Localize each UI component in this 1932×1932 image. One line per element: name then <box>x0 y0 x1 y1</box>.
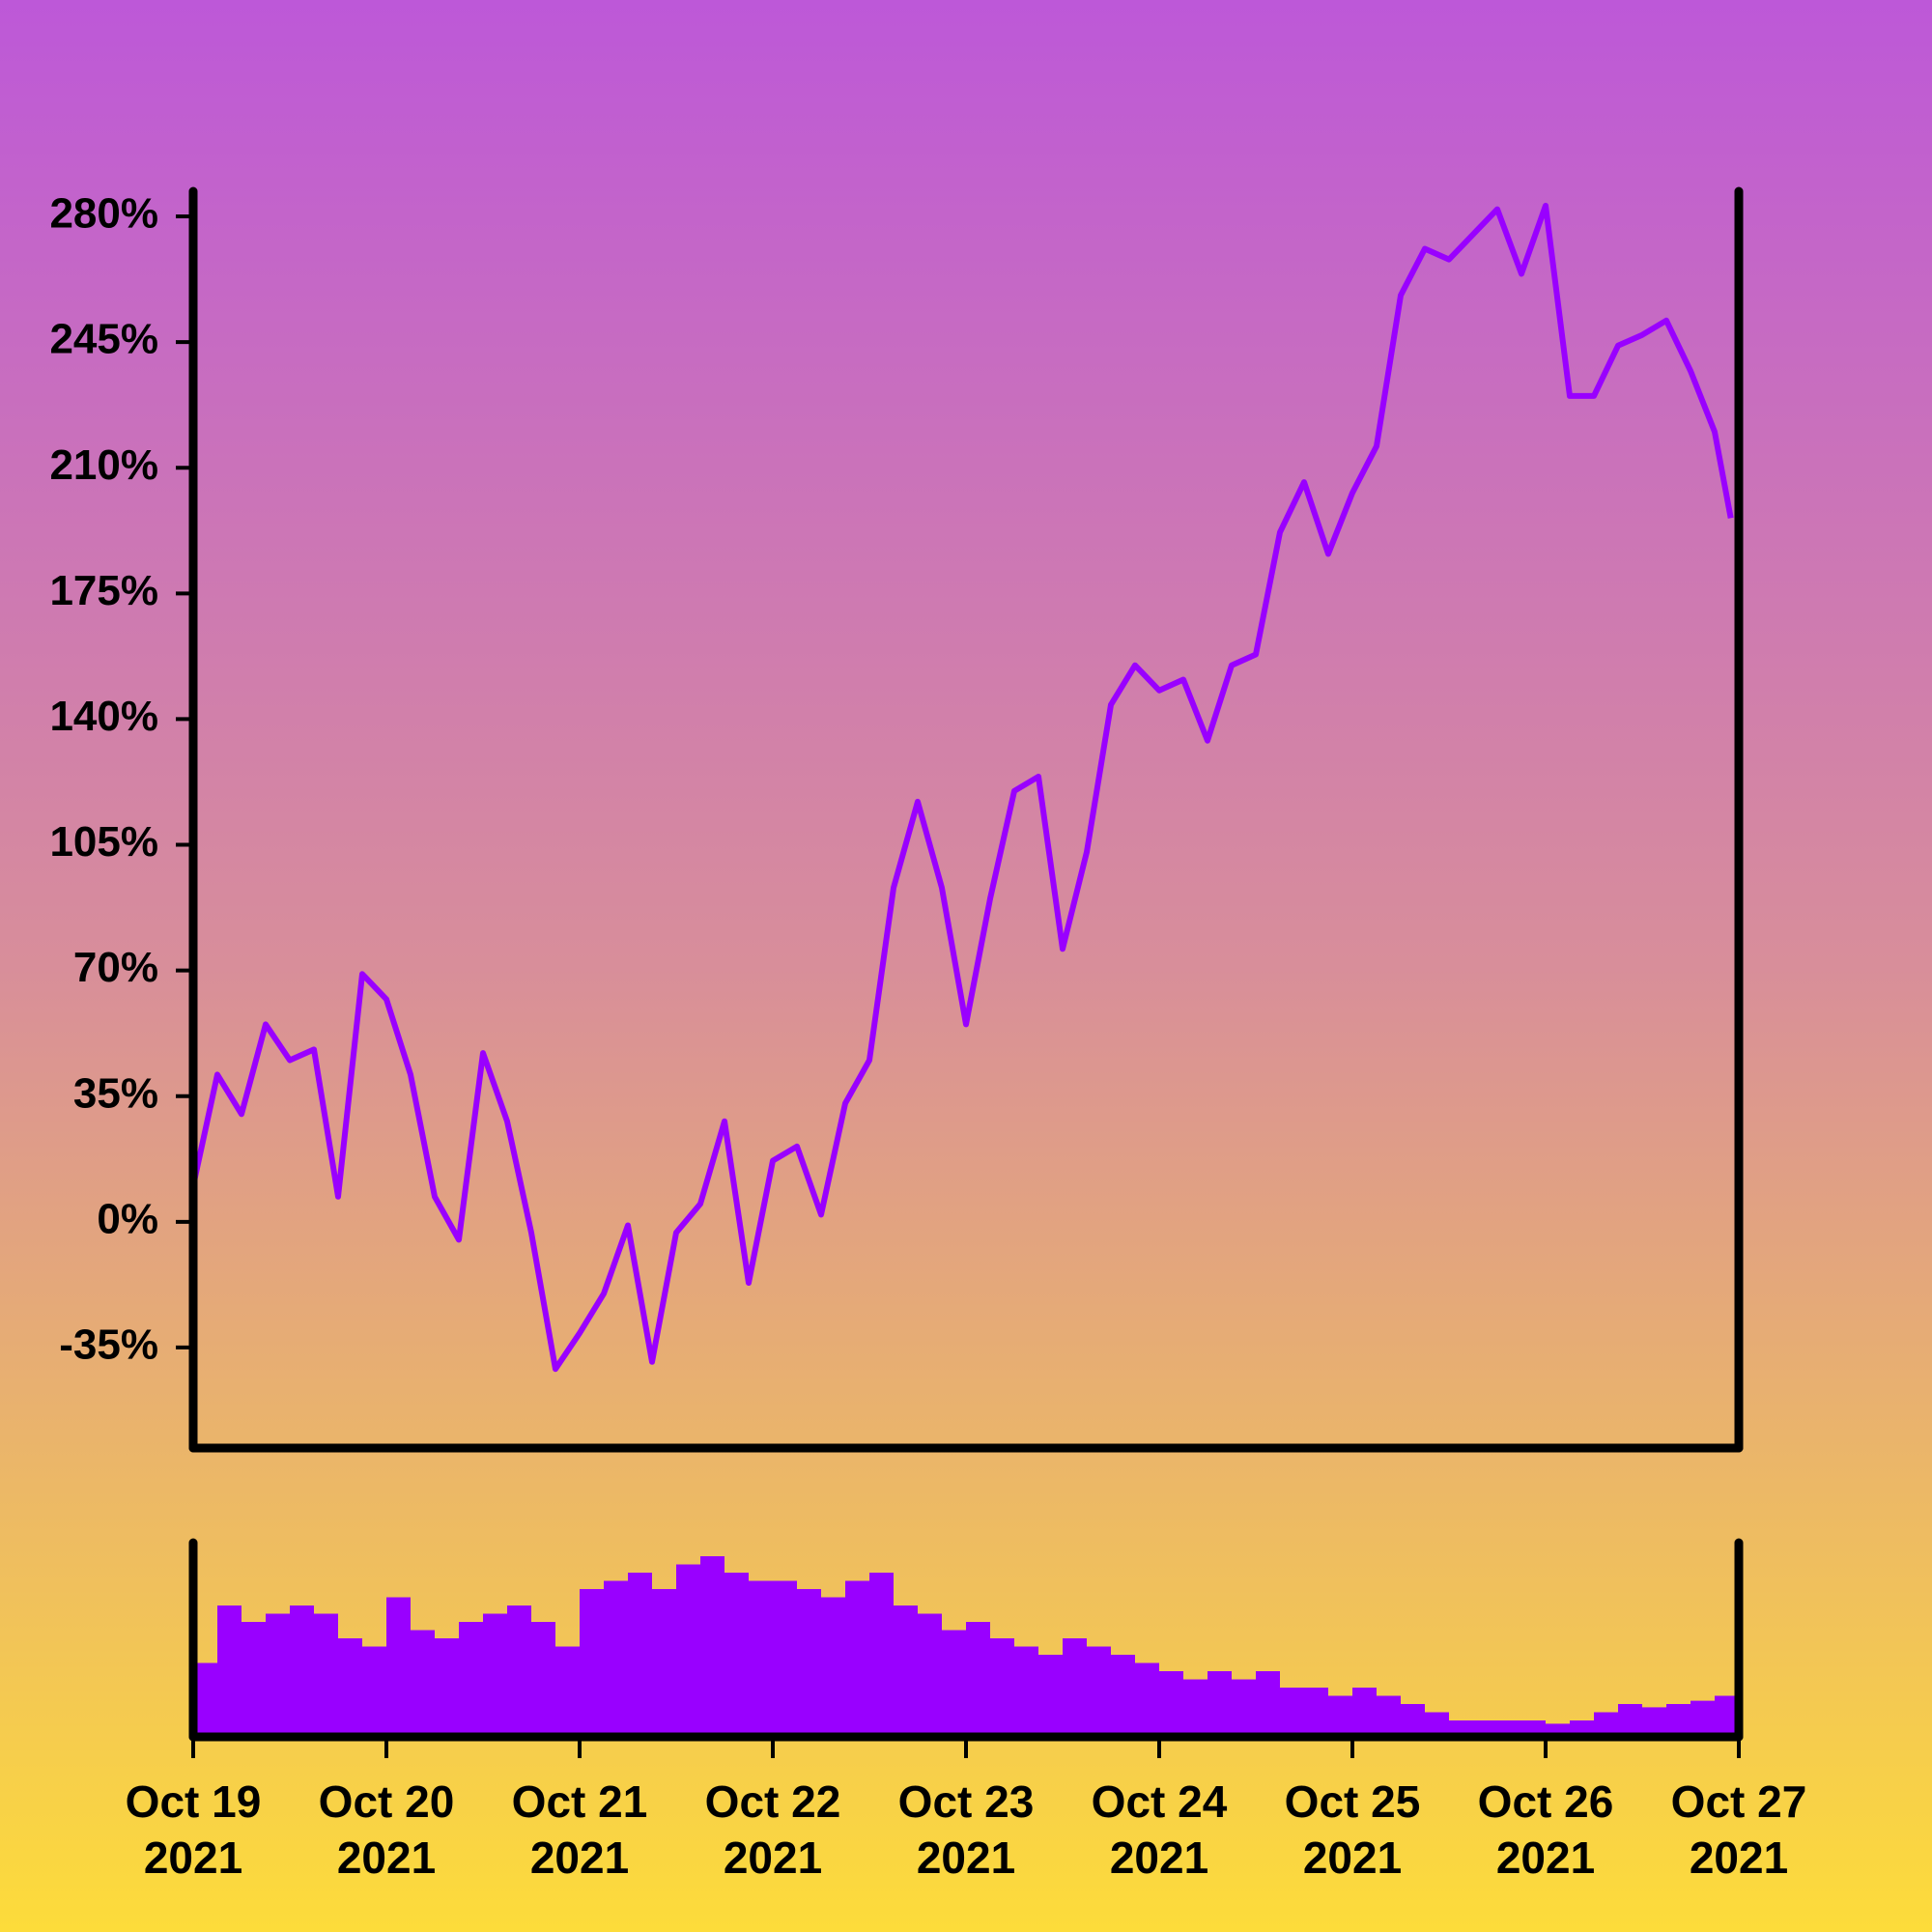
volume-bar <box>1377 1695 1401 1737</box>
volume-bar <box>845 1580 869 1737</box>
y-tick-label: 140% <box>49 693 158 740</box>
y-tick-label: 35% <box>73 1069 158 1117</box>
volume-bar <box>1280 1688 1304 1737</box>
x-tick-label: Oct 22 2021 <box>704 1776 841 1883</box>
volume-bar <box>1352 1688 1377 1737</box>
volume-bar <box>1087 1646 1111 1737</box>
volume-bar <box>1618 1704 1642 1737</box>
volume-bar <box>1256 1671 1280 1737</box>
volume-bar <box>652 1589 676 1737</box>
y-tick-label: 210% <box>49 441 158 489</box>
volume-bar <box>1232 1679 1256 1737</box>
x-tick-label: Oct 21 2021 <box>511 1776 648 1883</box>
volume-bar <box>362 1646 386 1737</box>
x-tick-label: Oct 20 2021 <box>318 1776 455 1883</box>
volume-bar <box>1063 1638 1087 1737</box>
volume-bar <box>1014 1646 1038 1737</box>
x-tick-label: Oct 23 2021 <box>897 1776 1035 1883</box>
volume-bar <box>918 1613 942 1737</box>
x-tick-label: Oct 24 2021 <box>1091 1776 1228 1883</box>
volume-bar <box>942 1630 966 1737</box>
volume-bar <box>797 1589 821 1737</box>
volume-bar <box>580 1589 604 1737</box>
volume-bar <box>628 1573 652 1737</box>
volume-bar <box>1208 1671 1232 1737</box>
x-tick-label: Oct 25 2021 <box>1284 1776 1421 1883</box>
volume-bar <box>217 1605 242 1737</box>
volume-bar <box>1666 1704 1690 1737</box>
volume-bar <box>1159 1671 1183 1737</box>
volume-bar <box>531 1622 555 1737</box>
volume-bar <box>749 1580 773 1737</box>
volume-bar <box>1642 1707 1666 1737</box>
volume-bar <box>773 1580 797 1737</box>
volume-bar <box>411 1630 435 1737</box>
volume-bar <box>314 1613 338 1737</box>
y-tick-label: 70% <box>73 944 158 991</box>
volume-bar <box>507 1605 531 1737</box>
volume-bar <box>700 1556 724 1737</box>
y-tick-label: 245% <box>49 316 158 363</box>
x-tick-label: Oct 19 2021 <box>125 1776 262 1883</box>
volume-bar <box>676 1564 700 1737</box>
volume-bar <box>966 1622 990 1737</box>
volume-bar <box>555 1646 580 1737</box>
x-tick-label: Oct 27 2021 <box>1670 1776 1807 1883</box>
volume-bar <box>290 1605 314 1737</box>
volume-bar <box>604 1580 628 1737</box>
volume-bar <box>483 1613 507 1737</box>
volume-bar <box>338 1638 362 1737</box>
volume-bar <box>1038 1655 1063 1737</box>
volume-bar <box>1690 1700 1715 1737</box>
volume-bar <box>894 1605 918 1737</box>
volume-bar <box>459 1622 483 1737</box>
volume-bar <box>1111 1655 1135 1737</box>
volume-bar <box>1135 1662 1159 1737</box>
volume-bar <box>1304 1688 1328 1737</box>
volume-bar <box>435 1638 459 1737</box>
volume-bar <box>1183 1679 1208 1737</box>
y-tick-label: 280% <box>49 190 158 238</box>
price-line <box>190 202 1734 1373</box>
volume-bar <box>1328 1695 1352 1737</box>
y-tick-label: -35% <box>59 1321 158 1369</box>
x-tick-label: Oct 26 2021 <box>1477 1776 1614 1883</box>
volume-bar <box>386 1597 411 1737</box>
volume-bar <box>869 1573 894 1737</box>
volume-bar <box>266 1613 290 1737</box>
volume-bar <box>242 1622 266 1737</box>
volume-bar <box>724 1573 749 1737</box>
volume-bar <box>1401 1704 1425 1737</box>
y-tick-label: 0% <box>97 1195 158 1242</box>
y-tick-label: 175% <box>49 567 158 614</box>
volume-bar <box>990 1638 1014 1737</box>
volume-bar <box>821 1597 845 1737</box>
y-tick-label: 105% <box>49 818 158 866</box>
